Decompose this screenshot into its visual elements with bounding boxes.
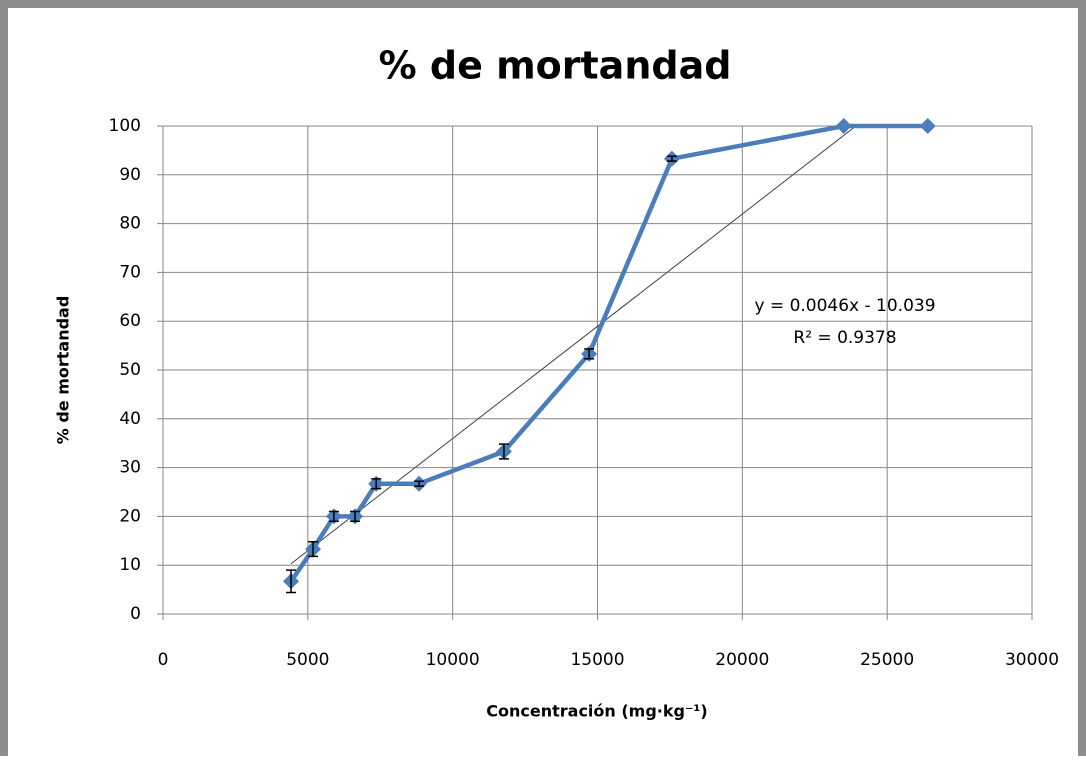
- marker: [835, 118, 852, 134]
- y-tick-label: 30: [119, 458, 141, 478]
- error-bar: [414, 480, 425, 487]
- x-axis-label: Concentración (mg·kg⁻¹): [486, 702, 707, 721]
- x-tick-label: 5000: [286, 650, 329, 670]
- error-bar: [666, 155, 677, 162]
- error-bar: [286, 569, 297, 594]
- y-tick-label: 100: [109, 116, 141, 136]
- error-bar: [371, 478, 382, 490]
- error-bar: [308, 541, 319, 558]
- plot: y = 0.0046x - 10.039 R² = 0.9378: [283, 118, 936, 594]
- grid: 0 10 20 30 40 50 60 70 80 90 100 0 5000 10000 15000 200…: [109, 116, 1060, 670]
- x-tick-label: 0: [158, 650, 169, 670]
- y-tick-label: 90: [119, 165, 141, 185]
- chart-title: % de mortandad: [379, 44, 732, 88]
- y-tick-label: 0: [130, 604, 141, 624]
- x-tick-label: 15000: [570, 650, 624, 670]
- y-axis-label: % de mortandad: [54, 296, 73, 445]
- x-tick-label: 30000: [1005, 650, 1059, 670]
- y-tick-label: 70: [119, 262, 141, 282]
- x-tick-label: 10000: [426, 650, 480, 670]
- x-tick-label: 20000: [715, 650, 769, 670]
- y-tick-label: 50: [119, 360, 141, 380]
- y-tick-label: 80: [119, 214, 141, 234]
- y-tick-label: 40: [119, 409, 141, 429]
- error-bar: [584, 348, 595, 360]
- marker: [919, 118, 936, 134]
- x-tick-label: 25000: [860, 650, 914, 670]
- trendline-r2: R² = 0.9378: [793, 328, 896, 348]
- error-bar: [350, 510, 361, 523]
- error-bar: [498, 443, 509, 460]
- y-tick-label: 60: [119, 311, 141, 331]
- trendline-equation: y = 0.0046x - 10.039: [754, 296, 935, 316]
- y-tick-label: 20: [119, 506, 141, 526]
- y-tick-label: 10: [119, 555, 141, 575]
- error-bar: [328, 510, 339, 523]
